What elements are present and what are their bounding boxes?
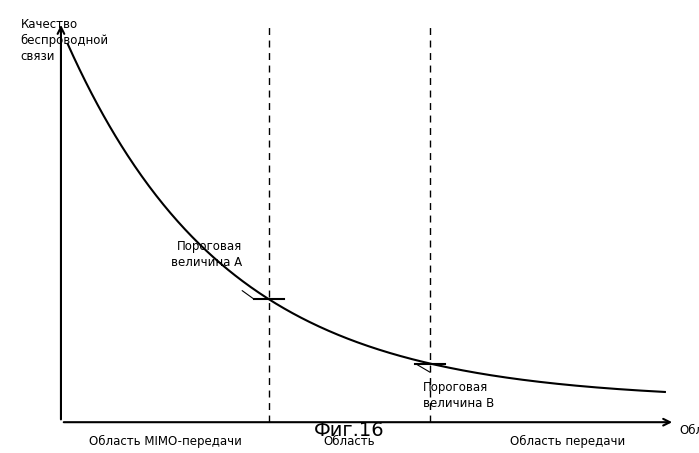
Text: Пороговая
величина В: Пороговая величина В [424, 381, 495, 410]
Text: Качество
беспроводной
связи: Качество беспроводной связи [21, 18, 109, 63]
Text: Фиг.16: Фиг.16 [314, 420, 385, 439]
Text: Пороговая
величина А: Пороговая величина А [171, 240, 242, 269]
Text: Область
продолжения
MIMO-передачи
с мультиплексированием
в случае наличия
остающ: Область продолжения MIMO-передачи с муль… [270, 435, 429, 453]
Text: Область MIMO-передачи
с мультиплексированием: Область MIMO-передачи с мультиплексирова… [85, 435, 245, 453]
Text: Область: Область [679, 424, 699, 437]
Text: Область передачи
с мультиплексированием,
отличной от MIMO,
смена режима передачи: Область передачи с мультиплексированием,… [456, 435, 679, 453]
